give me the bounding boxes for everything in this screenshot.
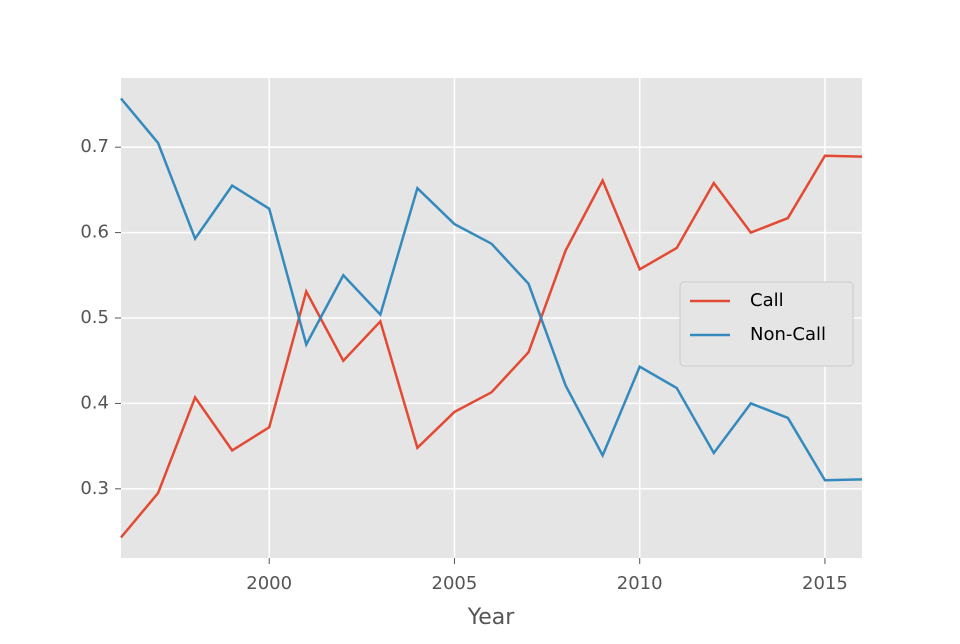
- x-axis-label: Year: [467, 605, 516, 630]
- x-tick-label: 2000: [246, 573, 292, 594]
- line: [120, 97, 863, 482]
- y-tick-label: 0.4: [80, 392, 109, 413]
- line: [120, 154, 863, 539]
- x-tick-label: 2015: [802, 573, 848, 594]
- legend-label: Non-Call: [750, 324, 826, 345]
- legend-box: [679, 281, 854, 367]
- legend-label: Call: [750, 290, 784, 311]
- y-tick-label: 0.5: [80, 307, 109, 328]
- x-tick-label: 2005: [432, 573, 478, 594]
- y-tick-label: 0.3: [80, 478, 109, 499]
- x-tick-label: 2010: [617, 573, 663, 594]
- y-tick-label: 0.6: [80, 222, 109, 243]
- y-tick-label: 0.7: [80, 136, 109, 157]
